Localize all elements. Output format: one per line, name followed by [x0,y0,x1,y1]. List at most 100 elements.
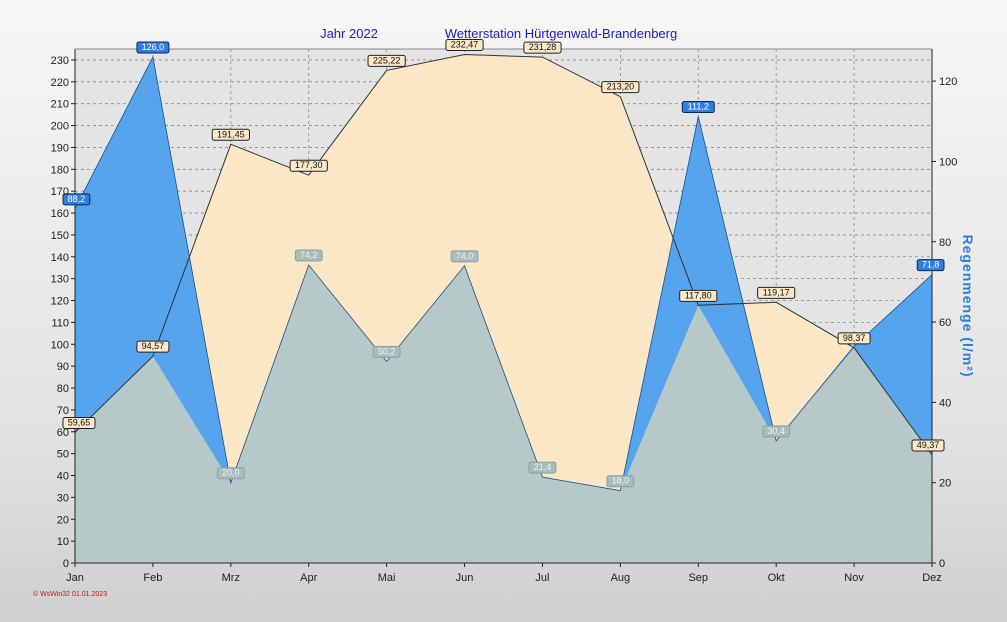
sunshine-data-label-box [911,439,945,452]
rain-data-label-text: 21,4 [534,462,552,472]
sunshine-data-label: 231,28 [523,41,562,54]
x-tick-label: Okt [768,572,785,584]
sunshine-data-label-box [211,128,250,141]
left-tick-label: 110 [51,317,69,329]
rain-data-label-text: 71,8 [922,260,940,270]
rain-data-label-text: 30,4 [767,426,785,436]
rain-data-label-box [762,425,791,438]
rain-data-label: 74,0 [450,250,479,263]
x-tick-label: Feb [143,572,162,584]
rain-data-label-box [294,249,323,262]
right-tick-label: 0 [939,558,945,570]
rain-data-label-box [62,193,91,206]
left-tick-label: 50 [57,449,69,461]
sunshine-data-label: 94,57 [136,340,170,353]
left-tick-label: 100 [51,339,69,351]
x-tick-label: Jul [535,572,549,584]
series-lines [74,53,933,492]
x-tick-label: Aug [611,572,631,584]
rain-data-label: 126,0 [136,41,170,54]
rain-data-label: 111,2 [681,100,715,113]
sunshine-data-label-text: 98,37 [843,333,866,343]
x-tick-label: Nov [844,572,864,584]
sunshine-data-label: 232,47 [445,39,484,52]
rain-data-label-text: 50,2 [378,346,396,356]
rain-data-label-text: 74,0 [456,251,474,261]
rain-data-label: 21,4 [528,461,557,474]
rain-data-label-box [681,100,715,113]
rain-data-label-text: 74,2 [300,250,318,260]
sunshine-data-label: 225,22 [367,54,406,67]
rain-data-label-box [372,345,401,358]
left-tick-label: 0 [63,558,69,570]
left-tick-label: 180 [51,164,69,176]
sunshine-data-label-box [523,41,562,54]
sunshine-data-label-text: 177,30 [295,160,323,170]
x-tick-label: Dez [922,572,942,584]
rain-data-label: 88,2 [62,193,91,206]
rain-data-label: 30,4 [762,425,791,438]
rain-data-label-box [916,259,945,272]
chart-title-year: Jahr 2022 [320,26,378,41]
sunshine-data-label-box [601,81,640,94]
left-tick-label: 40 [57,471,69,483]
right-tick-label: 100 [939,156,957,168]
sunshine-data-label: 191,45 [211,128,250,141]
left-tick-label: 170 [51,186,69,198]
rain-data-label-text: 20,0 [222,468,240,478]
left-tick-label: 210 [51,99,69,111]
footer-copyright: © WsWin32 01.01.2023 [33,590,107,598]
rain-line [74,55,933,492]
sunshine-data-label-text: 191,45 [217,129,245,139]
sunshine-data-label-text: 225,22 [373,55,401,65]
x-tick-label: Mai [378,572,396,584]
sunshine-data-label: 117,80 [679,289,718,302]
sunshine-data-label-text: 49,37 [917,440,940,450]
right-tick-label: 60 [939,317,951,329]
rain-data-label-box [450,250,479,263]
left-tick-label: 60 [57,427,69,439]
right-axis-label: Regenmenge (l/m²) [960,234,976,377]
x-tick-label: Apr [300,572,317,584]
area-layer [75,54,932,563]
rain-data-label: 50,2 [372,345,401,358]
sunshine-line [74,53,933,456]
rain-data-label: 74,2 [294,249,323,262]
rain-data-label: 71,8 [916,259,945,272]
sunshine-data-label: 98,37 [837,332,871,345]
sunshine-data-label-text: 119,17 [763,287,790,297]
sunshine-data-label-box [62,417,96,430]
sunshine-data-label: 49,37 [911,439,945,452]
rain-data-label-box [136,41,170,54]
sunshine-data-label-box [757,286,796,299]
sunshine-data-label-box [445,39,484,52]
sunshine-data-label-text: 117,80 [685,290,712,300]
left-tick-label: 20 [57,514,69,526]
right-tick-label: 40 [939,397,951,409]
sunshine-data-label-box [367,54,406,67]
rain-data-label-box [528,461,557,474]
right-tick-label: 20 [939,478,951,490]
data-labels: 59,65 94,57 191,45 177,30 225,22 232,47 231,28… [62,39,945,488]
left-tick-label: 70 [57,405,69,417]
left-tick-label: 190 [51,142,69,154]
sunshine-data-label: 119,17 [757,286,796,299]
sunshine-data-label-box [679,289,718,302]
rain-data-label-box [216,467,245,480]
sunshine-data-label-box [136,340,170,353]
left-tick-label: 90 [57,361,69,373]
sunshine-data-label-box [837,332,871,345]
left-tick-label: 10 [57,536,69,548]
axes [71,48,936,567]
rain-data-label-text: 88,2 [68,194,86,204]
rain-data-label: 18,0 [606,475,635,488]
sunshine-data-label-text: 231,28 [529,42,557,52]
left-tick-label: 230 [51,55,69,67]
left-tick-label: 80 [57,383,69,395]
left-tick-label: 130 [51,274,69,286]
sunshine-data-label: 213,20 [601,81,640,94]
tick-labels: 0 10 20 30 40 50 60 70 80 90 100 110 120 130 140 150 160… [51,55,958,584]
left-tick-label: 140 [51,252,69,264]
